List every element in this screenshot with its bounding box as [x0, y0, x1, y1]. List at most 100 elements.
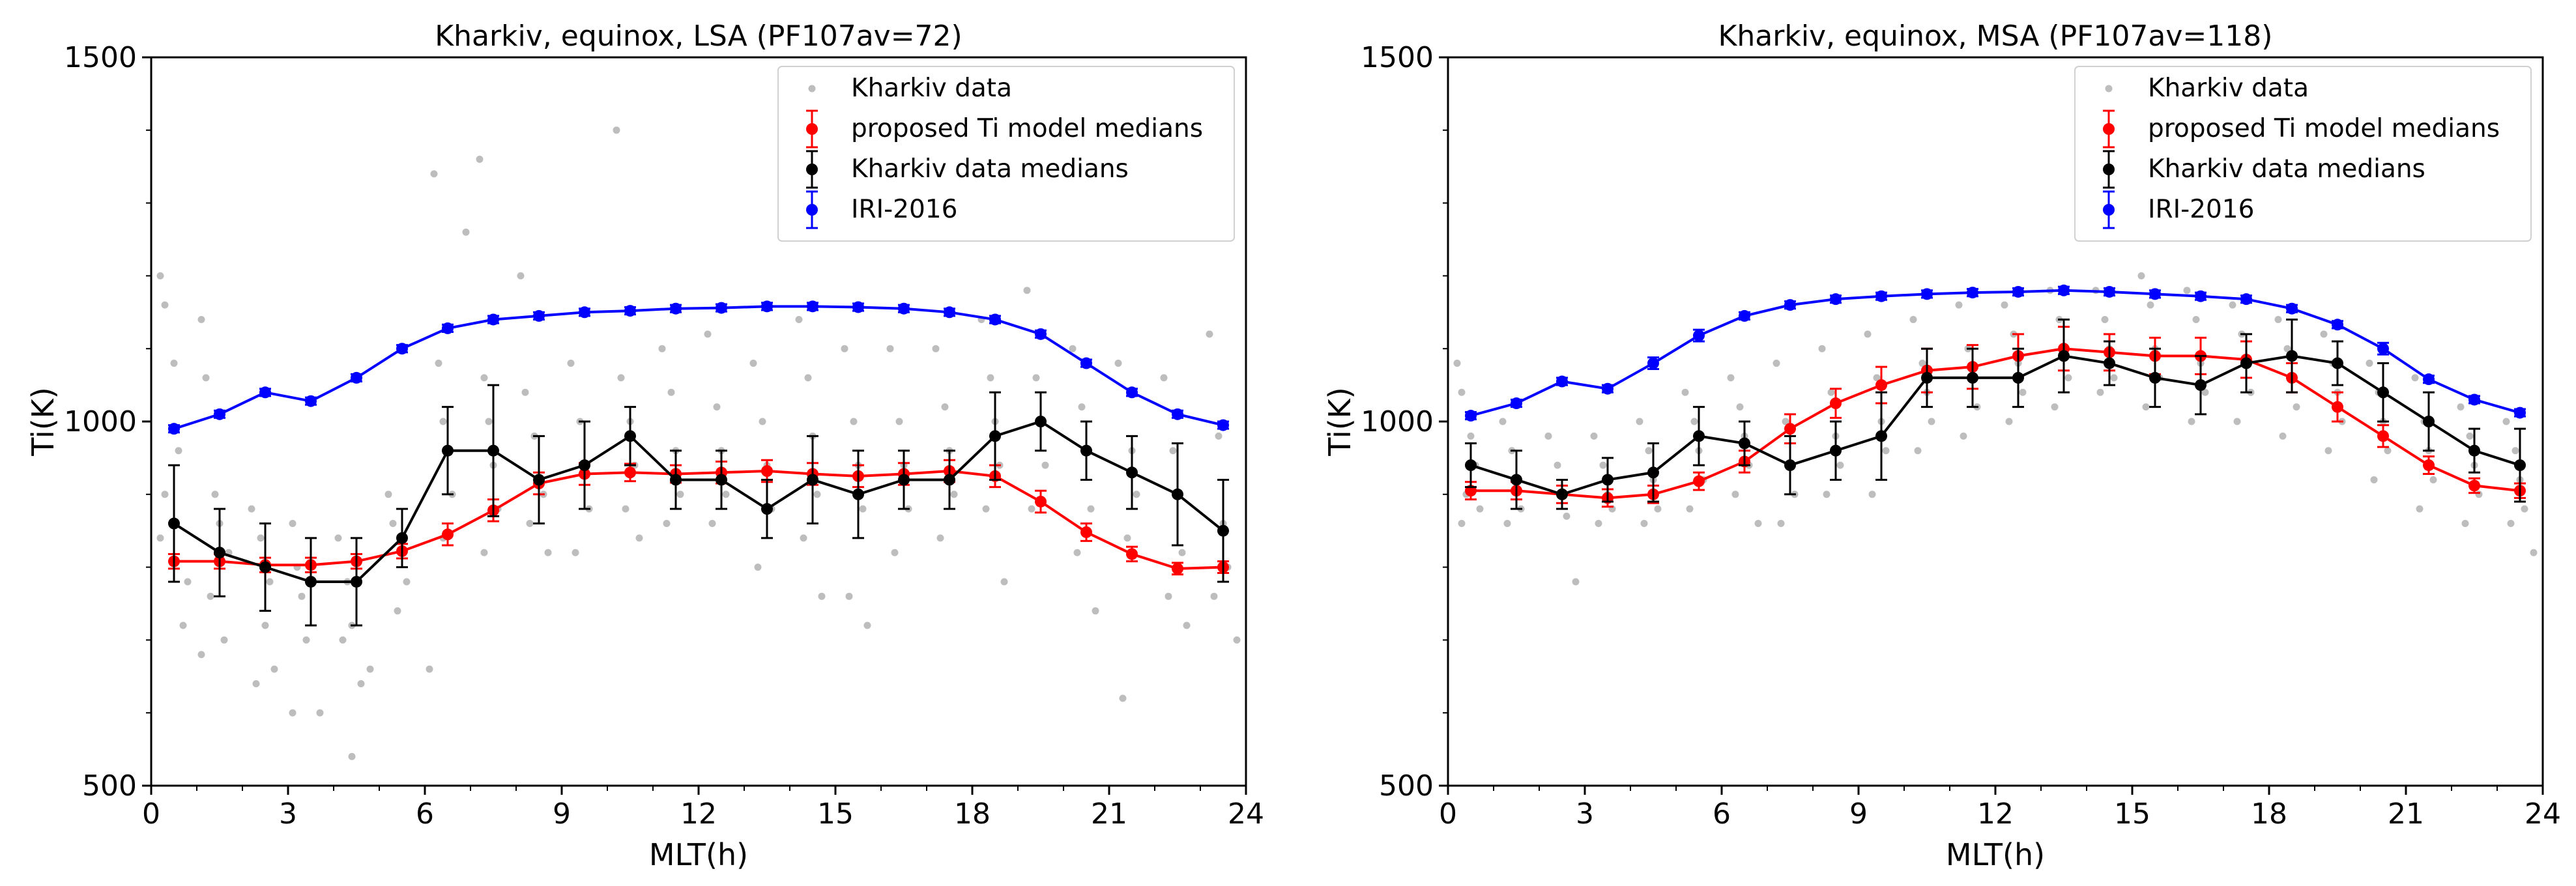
data-point [944, 306, 955, 319]
data-point [1784, 299, 1796, 311]
data-point [2423, 416, 2435, 427]
scatter-point [850, 418, 858, 425]
scatter-point [1754, 520, 1762, 528]
y-axis: 500 1000 1500 Ti(K) [25, 41, 151, 803]
data-point [1739, 437, 1750, 450]
data-point [1035, 328, 1047, 340]
legend-item: Kharkiv data medians [2103, 150, 2425, 189]
scatter-point [384, 491, 392, 498]
data-point [1921, 371, 1933, 384]
scatter-point [818, 592, 826, 600]
data-point [1465, 410, 1477, 422]
data-point [624, 466, 636, 479]
scatter-point [1960, 432, 1967, 440]
scatter-point [2001, 301, 2008, 309]
data-point [1126, 548, 1138, 560]
x-tick-label: 3 [279, 797, 297, 831]
data-point [2423, 373, 2435, 386]
scatter-point [2457, 403, 2465, 411]
data-point [2195, 379, 2207, 392]
legend-item: Kharkiv data [808, 74, 1012, 103]
scatter-point [2324, 447, 2332, 455]
data-point [898, 302, 910, 315]
scatter-point [161, 301, 169, 309]
data-point [716, 474, 727, 486]
data-point [305, 395, 317, 407]
data-point [2104, 285, 2115, 298]
scatter-point [366, 665, 374, 673]
series-line [1470, 289, 2521, 417]
scatter-point [754, 564, 762, 571]
y-axis-label: Ti(K) [25, 387, 61, 457]
legend: Kharkiv data proposed Ti model medians Kha… [777, 66, 1235, 242]
scatter-point [2293, 403, 2300, 411]
x-tick-label: 18 [954, 797, 991, 831]
x-tick-label: 15 [2114, 797, 2150, 831]
scatter-point [1169, 447, 1177, 455]
data-point [2058, 350, 2070, 362]
scatter-point [1032, 374, 1040, 382]
scatter-point [795, 315, 803, 323]
data-point [259, 386, 271, 399]
scatter-point [722, 491, 730, 498]
legend-marker [806, 204, 818, 216]
series-iri-2016 [168, 300, 1229, 435]
scatter-point [1215, 432, 1223, 440]
data-point [2514, 407, 2526, 419]
scatter-point [2201, 388, 2209, 396]
data-point [351, 575, 362, 588]
scatter-point [156, 534, 164, 542]
scatter-point [1827, 388, 1835, 396]
scatter-point [394, 607, 401, 615]
scatter-point [863, 622, 871, 629]
series-kharkiv-data-medians [168, 384, 1229, 627]
scatter-point [270, 665, 278, 673]
legend-item: proposed Ti model medians [2103, 109, 2500, 149]
series-line [173, 420, 1224, 583]
scatter-point [1654, 505, 1662, 513]
scatter-point [676, 491, 684, 498]
data-point [168, 517, 180, 530]
data-point [442, 444, 454, 457]
data-point [1784, 423, 1796, 435]
scatter-point [1955, 301, 1963, 309]
legend-marker [2105, 85, 2113, 93]
scatter-point [1909, 315, 1917, 323]
x-tick-label: 6 [1713, 797, 1731, 831]
legend-label: IRI-2016 [2148, 195, 2254, 224]
scatter-point [1873, 374, 1881, 382]
scatter-point [2370, 476, 2378, 483]
scatter-point [1918, 360, 1926, 367]
data-point [2240, 357, 2252, 369]
scatter-point [2461, 520, 2469, 528]
y-tick-label: 500 [1379, 769, 1434, 803]
scatter-point [2233, 418, 2241, 425]
scatter-point [1563, 512, 1570, 520]
scatter-point [567, 360, 575, 367]
data-point [533, 474, 545, 486]
scatter-point [289, 709, 297, 717]
data-point [2012, 285, 2024, 298]
series-proposed-ti-model-medians [168, 459, 1229, 576]
data-point [442, 322, 454, 334]
scatter-point [1069, 345, 1077, 352]
scatter-point [1078, 403, 1086, 411]
data-point [396, 343, 408, 355]
scatter-point [476, 156, 484, 164]
data-point [442, 528, 454, 541]
data-point [1035, 495, 1047, 507]
scatter-point [252, 679, 260, 687]
scatter-point [302, 636, 310, 644]
scatter-point [261, 622, 269, 629]
scatter-point [1572, 578, 1580, 586]
data-point [579, 459, 590, 472]
scatter-point [348, 752, 356, 760]
scatter-point [179, 622, 187, 629]
data-point [807, 474, 818, 486]
scatter-point [2142, 403, 2150, 411]
scatter-point [2511, 447, 2519, 455]
scatter-point [248, 505, 255, 513]
scatter-point [895, 418, 903, 425]
scatter-point [2110, 374, 2118, 382]
data-point [1967, 371, 1978, 384]
